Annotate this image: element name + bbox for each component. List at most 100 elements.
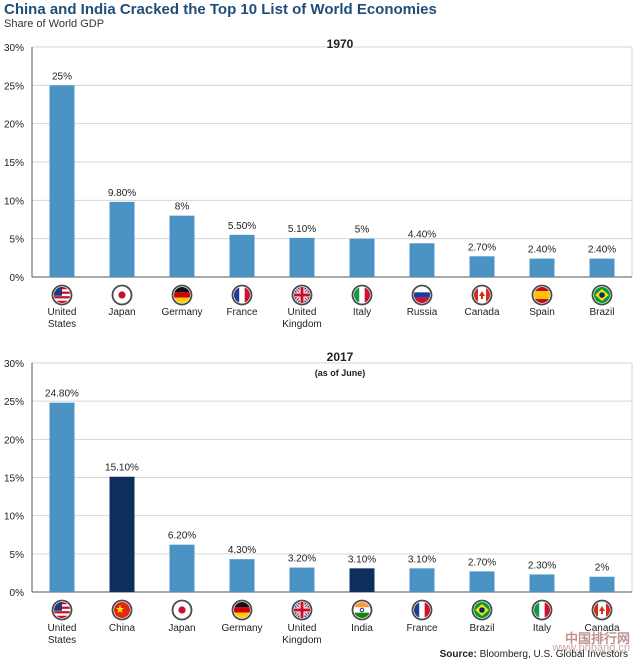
y-tick-label: 0%: [10, 273, 25, 284]
panel-subtitle: (as of June): [315, 368, 366, 378]
y-tick-label: 5%: [10, 550, 25, 561]
bar: [289, 567, 315, 592]
france-flag-icon: [231, 284, 253, 306]
x-tick-label: Japan: [168, 623, 195, 634]
data-label: 8%: [175, 202, 190, 213]
bar: [349, 568, 375, 592]
data-label: 5.10%: [288, 224, 316, 235]
x-tick-label: China: [109, 623, 136, 634]
us-flag-icon: [51, 284, 73, 306]
russia-flag-icon: [411, 284, 433, 306]
bar: [349, 238, 375, 277]
source-note: Source: Bloomberg, U.S. Global Investors: [440, 649, 628, 660]
x-tick-label: France: [226, 307, 258, 318]
x-tick-label: Russia: [407, 307, 438, 318]
y-tick-label: 10%: [4, 196, 24, 207]
data-label: 4.40%: [408, 229, 436, 240]
x-tick-label: Kingdom: [282, 319, 321, 330]
bar: [469, 571, 495, 592]
y-tick-label: 30%: [4, 43, 24, 54]
bar: [109, 476, 135, 592]
uk-flag-icon: [291, 284, 313, 306]
y-tick-label: 15%: [4, 158, 24, 169]
data-label: 2.70%: [468, 242, 496, 253]
data-label: 3.10%: [348, 554, 376, 565]
italy-flag-icon: [351, 284, 373, 306]
brazil-flag-icon: [591, 284, 613, 306]
data-label: 4.30%: [228, 545, 256, 556]
y-tick-label: 15%: [4, 474, 24, 485]
bar: [49, 85, 75, 277]
x-tick-label: Italy: [533, 623, 551, 634]
bar: [49, 402, 75, 592]
bar: [589, 576, 615, 592]
chart-subtitle: Share of World GDP: [4, 18, 105, 30]
y-tick-label: 0%: [10, 588, 25, 599]
france-flag-icon: [411, 599, 433, 621]
bar: [169, 215, 195, 277]
panel-title: 1970: [327, 37, 354, 51]
germany-flag-icon: [171, 284, 193, 306]
bar: [289, 237, 315, 277]
y-tick-label: 10%: [4, 512, 24, 523]
data-label: 6.20%: [168, 531, 196, 542]
y-tick-label: 5%: [10, 235, 25, 246]
bar: [409, 568, 435, 592]
data-label: 3.10%: [408, 554, 436, 565]
data-label: 3.20%: [288, 554, 316, 565]
x-tick-label: Spain: [529, 307, 555, 318]
bar: [589, 258, 615, 277]
data-label: 9.80%: [108, 188, 136, 199]
x-tick-label: Canada: [584, 623, 619, 634]
bar: [409, 243, 435, 277]
x-tick-label: United: [48, 307, 77, 318]
bar: [169, 544, 195, 592]
x-tick-label: States: [48, 319, 76, 330]
data-label: 2.40%: [528, 245, 556, 256]
data-label: 25%: [52, 71, 72, 82]
watermark: 中国排行网: [564, 631, 630, 646]
source-text: Bloomberg, U.S. Global Investors: [479, 649, 628, 660]
x-tick-label: United: [48, 623, 77, 634]
bar: [229, 234, 255, 277]
x-tick-label: France: [406, 623, 438, 634]
y-tick-label: 25%: [4, 397, 24, 408]
source-label: Source:: [439, 649, 477, 660]
japan-flag-icon: [111, 284, 133, 306]
canada-flag-icon: [591, 599, 613, 621]
x-tick-label: United: [288, 307, 317, 318]
y-tick-label: 25%: [4, 81, 24, 92]
data-label: 2.40%: [588, 245, 616, 256]
x-tick-label: Canada: [464, 307, 499, 318]
data-label: 2.30%: [528, 560, 556, 571]
x-tick-label: India: [351, 623, 373, 634]
germany-flag-icon: [231, 599, 253, 621]
uk-flag-icon: [291, 599, 313, 621]
chart-title: China and India Cracked the Top 10 List …: [4, 1, 437, 18]
x-tick-label: Japan: [108, 307, 135, 318]
bar: [229, 559, 255, 592]
india-flag-icon: [351, 599, 373, 621]
bar: [529, 258, 555, 277]
chart-2017: 0% 5% 10% 15% 20% 25% 30% 2017 (as of June) 24.80…: [4, 350, 633, 646]
chart-1970: 0%5%10%15%20%25%30% 197025%UnitedStates9.…: [4, 37, 633, 330]
italy-flag-icon: [531, 599, 553, 621]
us-flag-icon: [51, 599, 73, 621]
brazil-flag-icon: [471, 599, 493, 621]
data-label: 15.10%: [105, 463, 139, 474]
canada-flag-icon: [471, 284, 493, 306]
y-tick-label: 20%: [4, 120, 24, 131]
x-tick-label: United: [288, 623, 317, 634]
x-tick-label: Germany: [221, 623, 262, 634]
bar: [469, 256, 495, 277]
japan-flag-icon: [171, 599, 193, 621]
x-tick-label: Germany: [161, 307, 202, 318]
x-tick-label: Brazil: [469, 623, 494, 634]
x-tick-label: Italy: [353, 307, 371, 318]
data-label: 5%: [355, 225, 370, 236]
data-label: 2%: [595, 563, 610, 574]
data-label: 24.80%: [45, 389, 79, 400]
spain-flag-icon: [531, 284, 553, 306]
data-label: 2.70%: [468, 557, 496, 568]
